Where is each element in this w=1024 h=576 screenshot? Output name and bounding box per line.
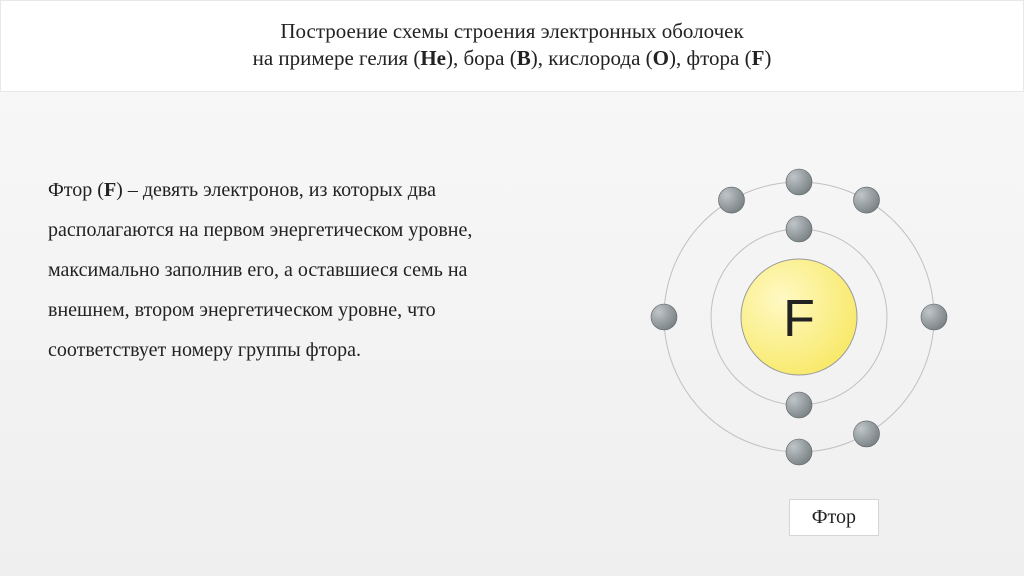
atom-diagram: F <box>634 152 964 482</box>
body-pre: Фтор ( <box>48 179 104 201</box>
electron <box>854 421 880 447</box>
t2-end: ) <box>764 46 771 70</box>
atom-caption: Фтор <box>789 499 879 536</box>
sym-f: F <box>752 46 765 70</box>
title-header: Построение схемы строения электронных об… <box>0 0 1024 92</box>
t2-pre: на примере гелия ( <box>253 46 421 70</box>
sym-b: B <box>517 46 531 70</box>
t2-m3: ), фтора ( <box>669 46 752 70</box>
atom-svg: F <box>634 152 964 482</box>
title-line-1: Построение схемы строения электронных об… <box>21 19 1003 44</box>
description-text: Фтор (F) – девять электронов, из которых… <box>48 170 478 370</box>
electron <box>854 187 880 213</box>
t2-m2: ), кислорода ( <box>531 46 653 70</box>
body-rest: ) – девять электронов, из которых два ра… <box>48 179 472 361</box>
title-line-2: на примере гелия (He), бора (B), кислоро… <box>21 46 1003 71</box>
nucleus-symbol: F <box>783 290 815 348</box>
sym-o: O <box>653 46 669 70</box>
main-panel: Фтор (F) – девять электронов, из которых… <box>0 92 1024 576</box>
electron <box>921 304 947 330</box>
t2-m1: ), бора ( <box>446 46 517 70</box>
electron <box>786 216 812 242</box>
electron <box>651 304 677 330</box>
sym-he: He <box>420 46 446 70</box>
electron <box>719 187 745 213</box>
body-sym: F <box>104 179 116 201</box>
electron <box>786 439 812 465</box>
electron <box>786 169 812 195</box>
electron <box>786 392 812 418</box>
